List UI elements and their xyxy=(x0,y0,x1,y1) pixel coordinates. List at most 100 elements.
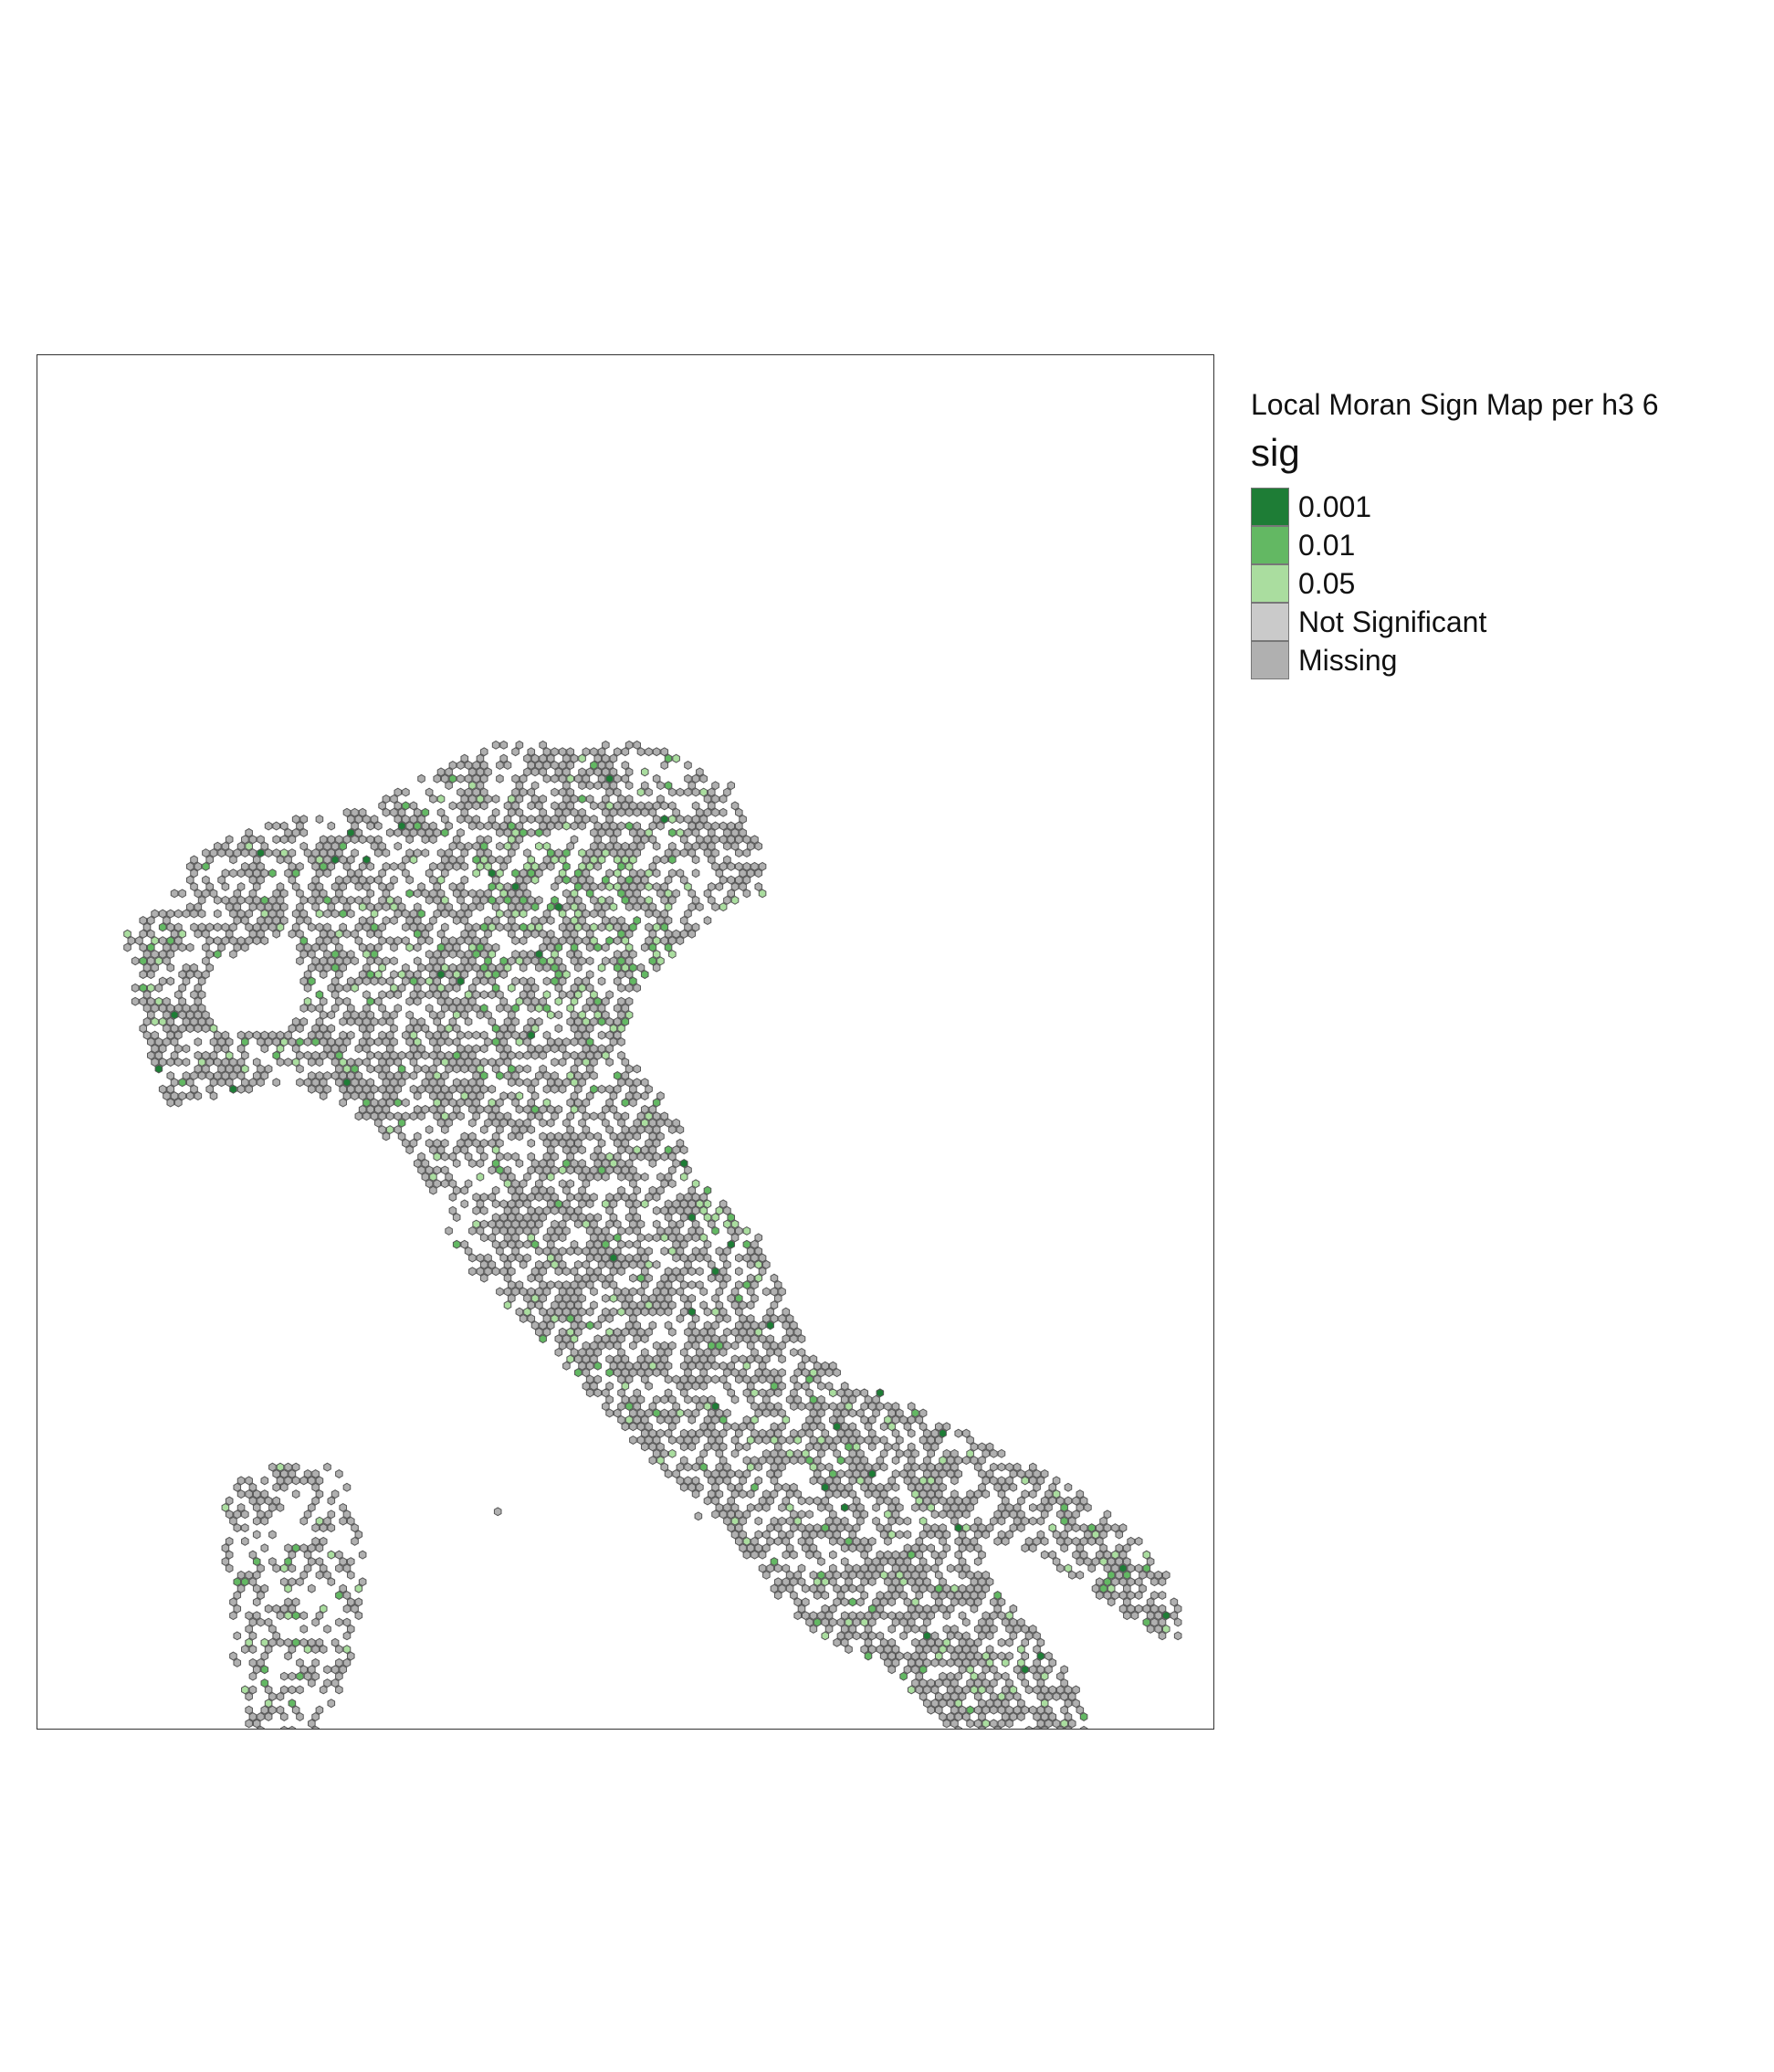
hexagon-cell xyxy=(394,787,403,797)
hexagon-cell xyxy=(405,835,414,845)
hexagon-cell xyxy=(899,1550,908,1560)
hexagon-cell xyxy=(573,962,583,973)
hexagon-cell xyxy=(448,1084,457,1094)
hexagon-cell xyxy=(617,1253,625,1263)
hexagon-cell xyxy=(664,889,673,899)
hexagon-cell xyxy=(664,1361,673,1371)
hexagon-cell xyxy=(954,1591,963,1600)
hexagon-cell xyxy=(554,1078,563,1088)
hexagon-cell xyxy=(147,996,155,1006)
hexagon-cell xyxy=(978,1523,986,1533)
hexagon-cell xyxy=(1115,1570,1124,1580)
hexagon-cell xyxy=(276,1691,285,1701)
hexagon-cell xyxy=(374,1064,383,1074)
hexagon-cell xyxy=(523,929,531,939)
hexagon-cell xyxy=(194,861,203,871)
hexagon-cell xyxy=(625,1172,634,1182)
hexagon-cell xyxy=(425,962,434,973)
hexagon-cell xyxy=(602,1010,610,1020)
hexagon-cell xyxy=(382,807,391,817)
hexagon-cell xyxy=(457,1057,465,1068)
hexagon-cell xyxy=(1064,1536,1073,1546)
hexagon-cell xyxy=(970,1671,979,1681)
hexagon-cell xyxy=(1017,1468,1025,1478)
hexagon-cell xyxy=(457,1044,465,1054)
hexagon-cell xyxy=(625,929,634,939)
hexagon-cell xyxy=(660,1354,669,1364)
hexagon-cell xyxy=(479,922,488,932)
hexagon-cell xyxy=(257,902,265,912)
hexagon-cell xyxy=(542,1327,551,1337)
hexagon-cell xyxy=(1001,1657,1010,1667)
hexagon-cell xyxy=(985,1442,994,1452)
hexagon-cell xyxy=(1115,1530,1124,1540)
hexagon-cell xyxy=(527,1152,536,1162)
hexagon-cell xyxy=(790,1320,798,1330)
hexagon-cell xyxy=(730,1219,740,1229)
hexagon-cell xyxy=(519,962,528,973)
hexagon-cell xyxy=(684,827,692,837)
hexagon-cell xyxy=(346,868,355,878)
hexagon-cell xyxy=(1021,1624,1030,1634)
hexagon-cell xyxy=(530,1024,540,1034)
hexagon-cell xyxy=(354,1597,363,1607)
hexagon-cell xyxy=(248,1550,257,1560)
hexagon-cell xyxy=(1021,1665,1030,1675)
hexagon-cell xyxy=(691,1179,700,1189)
hexagon-cell xyxy=(762,1341,771,1351)
hexagon-cell xyxy=(962,1657,971,1667)
hexagon-cell xyxy=(147,1050,155,1060)
hexagon-cell xyxy=(617,916,625,925)
hexagon-cell xyxy=(339,1502,347,1512)
hexagon-cell xyxy=(613,936,622,946)
hexagon-cell xyxy=(793,1394,803,1404)
hexagon-cell xyxy=(566,773,574,784)
hexagon-cell xyxy=(508,1010,516,1020)
hexagon-cell xyxy=(664,942,673,952)
hexagon-cell xyxy=(397,1118,406,1128)
hexagon-cell xyxy=(684,841,692,851)
hexagon-cell xyxy=(696,902,704,912)
hexagon-cell xyxy=(1005,1476,1013,1486)
hexagon-cell xyxy=(339,1057,347,1068)
hexagon-cell xyxy=(617,848,625,858)
hexagon-cell xyxy=(496,922,504,932)
hexagon-cell xyxy=(766,1320,774,1330)
hexagon-cell xyxy=(413,1091,422,1101)
hexagon-cell xyxy=(299,1611,309,1621)
hexagon-cell xyxy=(597,1273,606,1283)
hexagon-cell xyxy=(997,1462,1006,1472)
hexagon-cell xyxy=(703,1442,712,1452)
hexagon-cell xyxy=(511,1193,520,1202)
hexagon-cell xyxy=(609,1334,618,1344)
hexagon-cell xyxy=(519,868,528,878)
hexagon-cell xyxy=(472,761,480,770)
hexagon-cell xyxy=(264,1064,273,1074)
hexagon-cell xyxy=(993,1699,1002,1709)
hexagon-cell xyxy=(1161,1570,1170,1580)
hexagon-cell xyxy=(558,990,567,1000)
hexagon-cell xyxy=(163,1010,171,1020)
hexagon-cell xyxy=(445,1024,453,1034)
hexagon-cell xyxy=(593,1320,603,1330)
hexagon-cell xyxy=(688,1253,697,1263)
hexagon-cell xyxy=(315,1637,324,1647)
hexagon-cell xyxy=(546,1131,555,1141)
hexagon-cell xyxy=(645,1259,653,1269)
hexagon-cell xyxy=(605,801,614,811)
hexagon-cell xyxy=(354,922,363,932)
hexagon-cell xyxy=(319,1523,328,1533)
hexagon-cell xyxy=(821,1523,830,1533)
hexagon-cell xyxy=(252,855,261,865)
hexagon-cell xyxy=(488,895,497,905)
hexagon-cell xyxy=(405,875,414,885)
hexagon-cell xyxy=(1127,1577,1135,1587)
hexagon-cell xyxy=(366,996,375,1006)
hexagon-cell xyxy=(530,1185,540,1195)
hexagon-cell xyxy=(464,1044,473,1054)
hexagon-cell xyxy=(970,1456,979,1466)
hexagon-cells xyxy=(123,740,1182,1729)
hexagon-cell xyxy=(225,1050,234,1060)
hexagon-cell xyxy=(805,1388,814,1398)
hexagon-cell xyxy=(530,1213,540,1223)
